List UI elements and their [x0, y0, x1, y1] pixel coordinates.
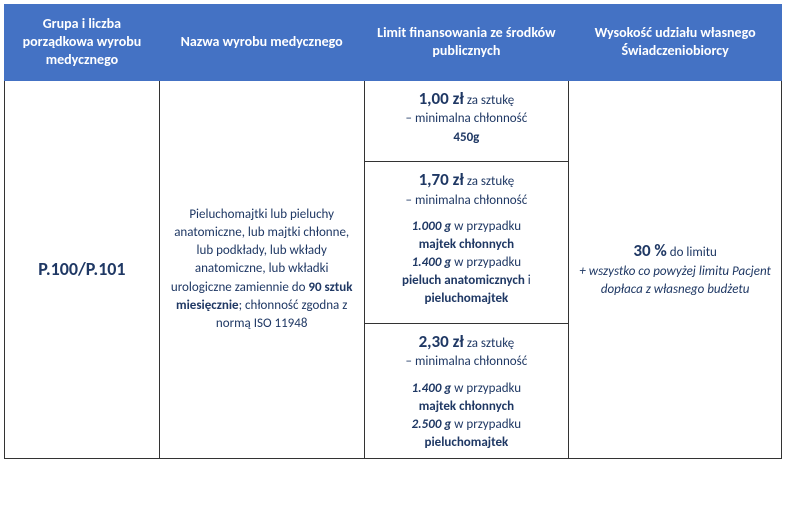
- share-note: + wszystko co powyżej limitu Pacjent dop…: [579, 264, 771, 297]
- header-patient-share: Wysokość udziału własnego Świadczeniobio…: [569, 5, 782, 81]
- limit-per: za sztukę: [464, 93, 514, 108]
- limit-detail-prod: majtek chłonnych: [419, 237, 514, 252]
- cell-product-description: Pieluchomajtki lub pieluchy anatomiczne,…: [159, 80, 364, 459]
- limit-detail-and: i: [525, 273, 531, 288]
- limit-tier-3: 2,30 zł za sztukę – minimalna chłonność …: [365, 323, 569, 459]
- limit-per: za sztukę: [464, 174, 514, 189]
- limit-detail-prod: pieluchomajtek: [425, 435, 509, 450]
- limit-detail-txt: w przypadku: [451, 219, 521, 234]
- limit-tier-2: 1,70 zł za sztukę – minimalna chłonność …: [365, 161, 569, 315]
- header-group-code: Grupa i liczba porządkowa wyrobu medyczn…: [5, 5, 160, 81]
- cell-patient-share: 30 % do limitu + wszystko co powyżej lim…: [569, 80, 782, 459]
- limit-detail-prod-b: pieluchomajtek: [425, 291, 509, 306]
- share-suffix: do limitu: [667, 245, 717, 260]
- limit-tier-1: 1,00 zł za sztukę – minimalna chłonność …: [365, 81, 569, 153]
- limit-detail-txt: w przypadku: [451, 255, 521, 270]
- limit-detail-prod: majtek chłonnych: [419, 399, 514, 414]
- header-product-name: Nazwa wyrobu medycznego: [159, 5, 364, 81]
- header-financing-limit: Limit finansowania ze środków publicznyc…: [364, 5, 569, 81]
- share-percent: 30 %: [633, 240, 666, 261]
- limit-min-line: – minimalna chłonność: [406, 193, 528, 208]
- table-header-row: Grupa i liczba porządkowa wyrobu medyczn…: [5, 5, 782, 81]
- limit-price: 2,30 zł: [419, 331, 464, 352]
- limit-detail-val: 2.500 g: [412, 417, 452, 432]
- limit-detail-txt: w przypadku: [451, 417, 521, 432]
- limit-min-line: – minimalna chłonność: [406, 111, 528, 126]
- table-body-row: P.100/P.101 Pieluchomajtki lub pieluchy …: [5, 80, 782, 459]
- limit-absorbency: 450g: [453, 130, 479, 145]
- limit-price: 1,00 zł: [419, 88, 464, 109]
- limit-detail-val: 1.000 g: [412, 219, 452, 234]
- cell-code: P.100/P.101: [5, 80, 160, 459]
- product-code: P.100/P.101: [38, 258, 125, 280]
- medical-reimbursement-table: Grupa i liczba porządkowa wyrobu medyczn…: [4, 4, 782, 459]
- limit-per: za sztukę: [464, 336, 514, 351]
- cell-financing-limits: 1,00 zł za sztukę – minimalna chłonność …: [364, 80, 569, 459]
- limit-detail-val: 1.400 g: [412, 255, 452, 270]
- limit-price: 1,70 zł: [419, 169, 464, 190]
- limit-detail-txt: w przypadku: [451, 381, 521, 396]
- limit-detail-val: 1.400 g: [412, 381, 452, 396]
- limit-detail-prod-a: pieluch anatomicznych: [402, 273, 525, 288]
- limit-min-line: – minimalna chłonność: [406, 354, 528, 369]
